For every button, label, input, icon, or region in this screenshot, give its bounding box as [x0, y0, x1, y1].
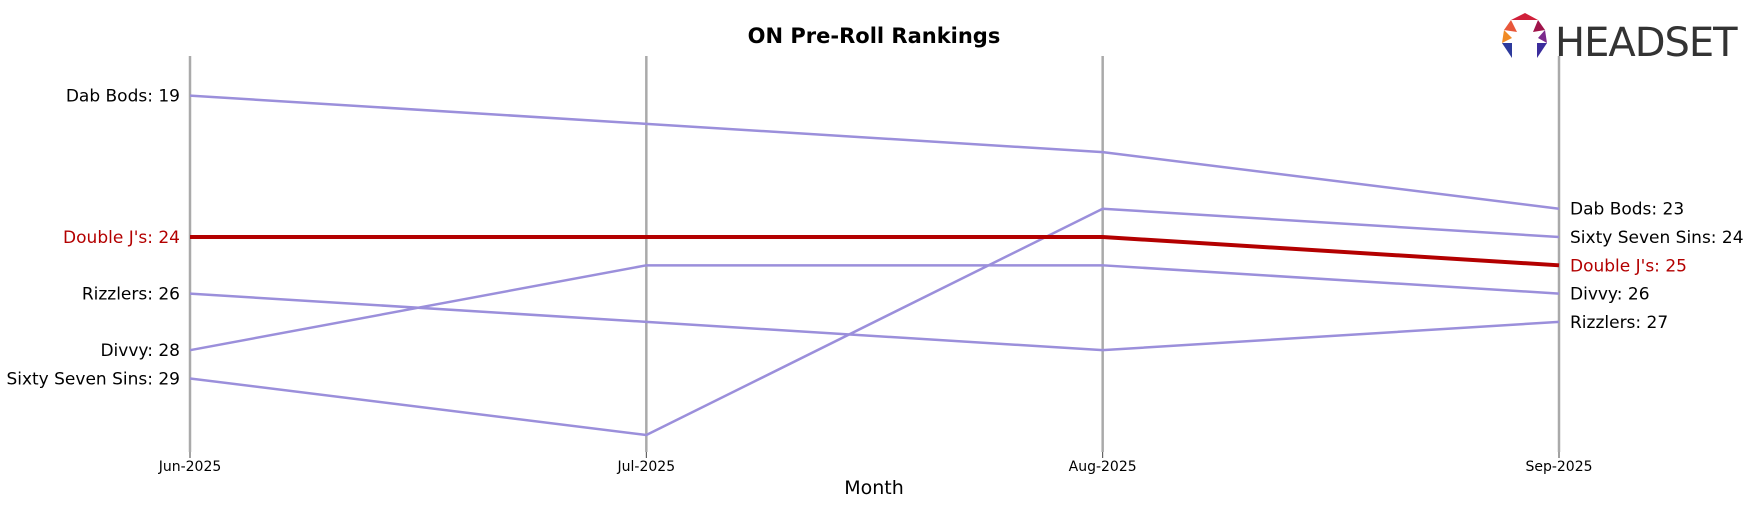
x-tick-label: Aug-2025 — [1069, 459, 1137, 475]
series-end-label: Sixty Seven Sins: 24 — [1570, 228, 1744, 248]
series-line — [189, 94, 1560, 210]
series-start-label: Rizzlers: 26 — [82, 285, 180, 305]
series-start-label: Divvy: 28 — [100, 341, 180, 361]
headset-logo: HEADSET — [1502, 13, 1739, 66]
series-line — [190, 235, 1560, 268]
series-end-label: Rizzlers: 27 — [1570, 313, 1668, 333]
series-labels: Dab Bods: 19 Dab Bods: 23 Rizzlers: 26 Rizz… — [6, 87, 1743, 390]
series-start-label: Dab Bods: 19 — [66, 87, 180, 107]
series-line — [189, 207, 1560, 437]
series-start-label: Sixty Seven Sins: 29 — [6, 369, 180, 389]
x-axis-label: Month — [844, 477, 904, 499]
series-end-label: Divvy: 26 — [1570, 285, 1650, 305]
headset-logo-text: HEADSET — [1555, 20, 1738, 66]
headset-logo-icon — [1502, 13, 1547, 58]
x-axis-ticks: Jun-2025 Jul-2025 Aug-2025 Sep-2025 — [158, 452, 1593, 475]
chart-title: ON Pre-Roll Rankings — [748, 24, 1001, 48]
series-end-label: Dab Bods: 23 — [1570, 200, 1684, 220]
series-start-label: Double J's: 24 — [63, 228, 180, 248]
x-tick-label: Jun-2025 — [158, 459, 222, 475]
month-gridlines — [188, 56, 1561, 452]
series-end-label: Double J's: 25 — [1570, 256, 1687, 276]
series-lines — [189, 94, 1560, 437]
x-tick-label: Jul-2025 — [617, 459, 676, 475]
x-tick-label: Sep-2025 — [1525, 459, 1592, 475]
series-line — [189, 264, 1560, 352]
